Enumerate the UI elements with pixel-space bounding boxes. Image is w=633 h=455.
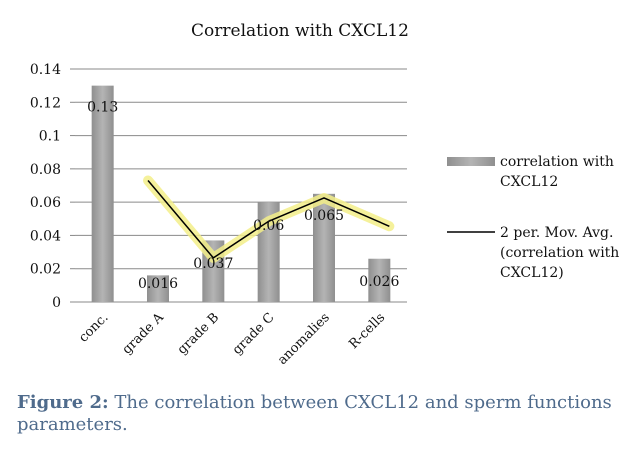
- bar-conc-: [91, 85, 114, 303]
- y-tick-label: 0.14: [30, 62, 61, 78]
- trendline-line: [147, 180, 390, 259]
- bar-anomalies: [313, 193, 335, 302]
- y-tick-label: 0.02: [30, 262, 61, 278]
- y-tick-label: 0.1: [39, 129, 61, 145]
- chart: Correlation with CXCL12 0 0.02 0.04 0.06 0.0…: [30, 21, 620, 368]
- legend-label-bar: correlation with: [500, 154, 614, 170]
- data-label: 0.016: [138, 276, 178, 292]
- data-label: 0.037: [193, 256, 233, 272]
- x-tick-label: grade A: [120, 310, 168, 358]
- x-tick-label: grade B: [175, 310, 222, 357]
- y-tick-label: 0.04: [30, 228, 61, 244]
- legend: correlation with CXCL12 2 per. Mov. Avg. (c…: [447, 154, 619, 281]
- legend-bar-swatch: [447, 157, 495, 166]
- data-label: 0.026: [359, 274, 399, 290]
- bars: [91, 85, 391, 303]
- figure-caption: Figure 2: The correlation between CXCL12…: [17, 392, 617, 436]
- x-tick-label: conc.: [76, 310, 111, 345]
- x-tick-label: R-cells: [346, 310, 388, 352]
- bar-r-cells: [368, 258, 391, 302]
- y-tick-label: 0.06: [30, 195, 61, 211]
- legend-label-bar: CXCL12: [500, 174, 558, 190]
- chart-title: Correlation with CXCL12: [191, 21, 409, 41]
- y-tick-label: 0.08: [30, 162, 61, 178]
- bar-grade-a: [147, 275, 169, 302]
- y-tick-label: 0.12: [30, 95, 61, 111]
- trendline: [143, 175, 395, 263]
- grid: 0 0.02 0.04 0.06 0.08 0.1 0.12 0.14: [30, 62, 407, 311]
- data-label: 0.13: [87, 100, 118, 116]
- x-tick-label: anomalies: [275, 310, 333, 368]
- caption-label: Figure 2:: [17, 392, 109, 413]
- caption-text: The correlation between CXCL12 and sperm…: [17, 392, 612, 435]
- x-tick-label: grade C: [230, 310, 278, 358]
- y-tick-label: 0: [52, 295, 61, 311]
- data-label: 0.065: [304, 208, 344, 224]
- data-label: 0.06: [253, 218, 284, 234]
- legend-label-line: (correlation with: [500, 245, 619, 261]
- data-labels: 0.13 0.016 0.037 0.06 0.065 0.026: [87, 100, 399, 292]
- legend-label-line: CXCL12): [500, 265, 564, 281]
- legend-label-line: 2 per. Mov. Avg.: [500, 225, 613, 241]
